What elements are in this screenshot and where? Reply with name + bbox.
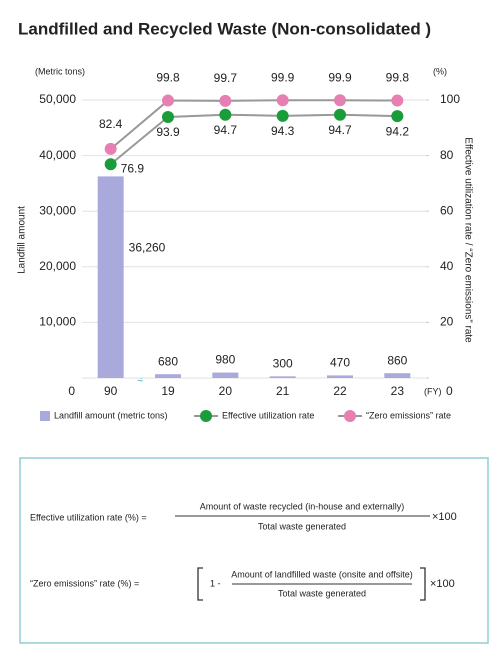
bar [155,374,181,378]
point-label: 99.8 [386,71,410,85]
point [162,110,174,123]
bar [327,375,353,378]
legend-label: “Zero emissions” rate [366,410,451,420]
formula-prefix: 1 - [210,578,221,588]
y2-tick-label: 80 [440,148,454,162]
formula-denominator: Total waste generated [278,588,366,598]
x-tick-label: 22 [333,384,347,398]
y-axis-title: Landfill amount [17,206,28,274]
y-tick-label: 10,000 [39,315,76,329]
y2-tick-label: 100 [440,92,460,106]
line [110,113,398,165]
point [276,94,289,107]
legend: Landfill amount (metric tons) Effective u… [40,410,451,422]
formula-denominator: Total waste generated [258,521,346,531]
x-tick-label: 23 [391,384,405,398]
legend-marker [200,410,212,422]
bar-label: 36,260 [129,241,166,255]
point-label: 99.9 [271,70,295,84]
point-label: 99.8 [156,71,180,85]
point-label: 99.7 [214,71,238,85]
point [391,110,404,123]
bar-label: 860 [387,353,407,367]
formula-lhs: “Zero emissions” rate (%) = [30,578,139,588]
bar-label: 680 [158,354,178,368]
bar-label: 980 [215,353,235,367]
point [276,109,289,122]
y2-axis-title: Effective utilization rate / “Zero emiss… [462,137,473,343]
point-label: 94.3 [271,124,295,138]
x-unit: (FY) [424,386,442,396]
point-label: 94.7 [214,123,238,137]
formula-multiplier: ×100 [430,578,455,590]
y2-tick-label: 20 [440,315,454,329]
point-label: 94.7 [328,123,352,137]
point [334,108,346,121]
formula-multiplier: ×100 [432,511,457,523]
y-tick-label: 30,000 [39,203,76,217]
y-tick-label: 40,000 [39,148,76,162]
bar [269,376,296,378]
legend-label: Effective utilization rate [222,410,314,420]
point-label: 76.9 [121,161,145,175]
point [162,94,174,107]
y2-unit: (%) [433,66,447,76]
x-tick-label: 19 [161,384,175,398]
bar-label: 470 [330,356,350,370]
point [104,158,117,171]
bracket-right [420,567,426,601]
formula-lhs: Effective utilization rate (%) = [30,512,147,522]
formula-box [19,457,489,644]
y-unit: (Metric tons) [35,66,85,76]
x-tick-label: 90 [104,384,118,398]
point-label: 94.2 [386,124,410,138]
y-tick-label: 20,000 [39,259,76,273]
y-tick-label: 50,000 [39,92,76,106]
point-label: 82.4 [99,117,123,131]
point [334,94,346,107]
bracket-left [197,567,203,601]
point [219,108,232,121]
y2-tick-label: 0 [446,384,453,398]
legend-swatch [40,411,50,421]
x-tick-label: 21 [276,384,290,398]
point [391,94,404,107]
y-tick-label: 0 [68,384,75,398]
point-label: 93.9 [156,125,180,139]
axis-break: ≈ [137,374,143,386]
legend-marker [344,410,356,422]
bar [97,176,124,378]
formula-numerator: Amount of waste recycled (in-house and e… [200,501,405,511]
point-label: 99.9 [328,70,352,84]
bar [384,373,411,378]
line [110,99,398,150]
point [104,142,117,155]
y2-tick-label: 40 [440,259,454,273]
chart-title: Landfilled and Recycled Waste (Non-conso… [18,19,431,38]
bar-label: 300 [273,357,293,371]
formula-numerator: Amount of landfilled waste (onsite and o… [231,569,412,579]
y2-tick-label: 60 [440,203,454,217]
legend-label: Landfill amount (metric tons) [54,410,168,420]
point [219,94,232,107]
x-tick-label: 20 [219,384,233,398]
bar [212,372,239,378]
